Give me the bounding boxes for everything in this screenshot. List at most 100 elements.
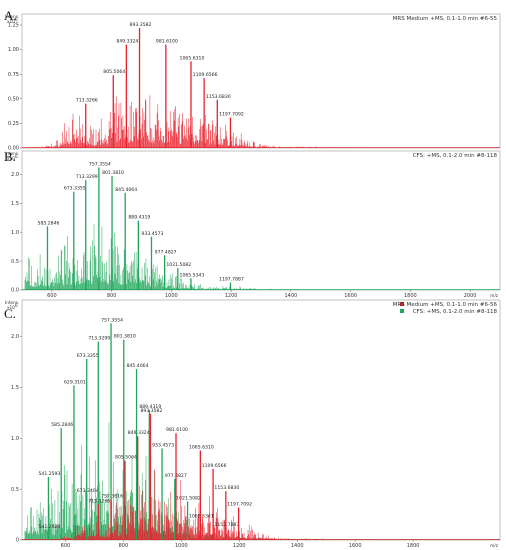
peak-label: 1197.7092 (219, 111, 244, 117)
peak-label: 1109.6566 (202, 463, 227, 469)
peak-label: 801.3810 (114, 334, 136, 340)
y-unit-multiplier: x10 (7, 19, 15, 24)
peak-label: 1065.5341 (189, 514, 214, 520)
x-tick-label: 1200 (233, 543, 246, 549)
legend-swatch (400, 309, 404, 313)
y-unit-label: Intens. (5, 151, 19, 156)
peak-label: 801.3810 (102, 170, 124, 176)
x-tick-label: 1000 (175, 543, 188, 549)
y-unit-multiplier: x10 (7, 156, 15, 161)
peak-label: 757.3554 (89, 161, 111, 167)
x-tick-label: 1400 (291, 543, 304, 549)
y-tick-label: 1.5 (11, 201, 19, 207)
y-tick-label: 2.0 (11, 172, 19, 178)
legend-label: CFS: +MS, 0.1-2.0 min #8-118 (413, 153, 498, 159)
legend-swatch (400, 302, 404, 306)
x-tick-label: 1400 (285, 293, 298, 299)
peak-label: 849.3324 (128, 430, 150, 436)
y-tick-label: 1.0 (11, 230, 19, 236)
peak-label: 981.6100 (156, 39, 178, 45)
peak-label: 757.3616 (101, 493, 123, 499)
peak-label: 933.4573 (152, 442, 174, 448)
peak-label: 889.4319 (128, 215, 150, 221)
x-tick-label: 1600 (344, 293, 357, 299)
legend-label: CFS: +MS, 0.1-2.0 min #8-118 (413, 309, 498, 315)
x-tick-label: 800 (119, 543, 129, 549)
peak-label: 1153.6830 (214, 485, 239, 491)
y-unit-multiplier: x10 (7, 305, 15, 310)
panel-label: B. (4, 149, 16, 164)
y-tick-label: 0 (16, 538, 19, 544)
legend-label: MRS Medium +MS, 0.1-1.0 min #6-55 (393, 16, 498, 22)
y-tick-label: 1.25 (8, 23, 19, 29)
peak-label: 713.3266 (88, 498, 110, 504)
y-tick-label: 2.0 (11, 334, 19, 340)
panel-label: A. (4, 8, 17, 23)
peak-label: 845.4064 (127, 363, 149, 369)
y-tick-label: 0.0 (11, 288, 19, 294)
peak-label: 893.3582 (130, 22, 152, 28)
y-unit-exponent: 6 (15, 303, 18, 308)
x-tick-label: 600 (47, 293, 57, 299)
peak-label: 893.3582 (140, 408, 162, 414)
peak-label: 1197.7887 (219, 276, 244, 282)
x-tick-label: 1200 (225, 293, 238, 299)
plot-frame (21, 13, 501, 149)
y-unit-label: Intens. (5, 300, 19, 305)
y-unit-label: Intens. (5, 14, 19, 19)
spectrum-noise (22, 422, 500, 540)
y-tick-label: 0.75 (8, 72, 19, 78)
x-tick-label: 600 (61, 543, 71, 549)
peak-label: 1109.6566 (193, 72, 218, 78)
y-tick-label: 0.50 (8, 96, 19, 102)
peak-label: 1065.5343 (180, 272, 205, 278)
peak-label: 1197.7092 (227, 501, 252, 507)
peak-label: 673.3404 (77, 488, 99, 494)
peak-label: 849.3324 (116, 39, 138, 45)
y-unit-exponent: 6 (15, 17, 18, 22)
peak-label: 713.3299 (88, 336, 110, 342)
x-tick-label: 800 (107, 293, 117, 299)
peak-label: 713.3266 (76, 98, 98, 104)
y-tick-label: 0.25 (8, 121, 19, 127)
spectrum-noise (22, 223, 500, 290)
y-tick-label: 0.5 (11, 487, 19, 493)
peak-label: 977.4827 (155, 249, 177, 255)
peak-label: 1065.6310 (180, 55, 205, 61)
peak-label: 1153.6830 (206, 94, 231, 100)
peak-label: 757.3554 (101, 317, 123, 323)
peak-label: 541.2620 (38, 524, 60, 530)
peak-label: 1065.6310 (189, 444, 214, 450)
peak-label: 845.4064 (115, 187, 137, 193)
x-tick-label: 2000 (464, 293, 477, 299)
x-tick-label: 1800 (404, 293, 417, 299)
spectrum-noise (22, 95, 500, 148)
peak-label: 673.3355 (77, 353, 99, 359)
plot-frame (21, 150, 501, 291)
peak-label: 1153.7887 (214, 522, 239, 528)
panel-label: C. (4, 306, 16, 321)
y-tick-label: 0.5 (11, 259, 19, 265)
y-tick-label: 1.00 (8, 47, 19, 53)
y-unit-exponent: 6 (15, 154, 18, 159)
panel-a: A.Intens.x10 6 0.00 0.25 0.50 0.75 1.00 1.25 713… (4, 8, 501, 152)
panel-c: C.Intens.x10 6 0 0.5 1.0 1.5 2.0 600 800 1000 1200… (4, 299, 501, 549)
peak-label: 629.3101 (64, 379, 86, 385)
peak-label: 805.5064 (103, 69, 125, 75)
y-tick-label: 1.5 (11, 385, 19, 391)
peak-label: 1021.5082 (166, 262, 191, 268)
peak-label: 541.2593 (38, 471, 60, 477)
peak-label: 889.4319 (139, 404, 161, 410)
peak-label: 585.2846 (51, 422, 73, 428)
peak-label: 1021.5082 (176, 495, 201, 501)
x-tick-label: 1000 (165, 293, 178, 299)
peak-label: 713.3299 (76, 174, 98, 180)
peak-label: 673.3355 (64, 186, 86, 192)
peak-label: 981.6100 (166, 427, 188, 433)
legend-label: MRS Medium +MS, 0.1-1.0 min #6-56 (393, 302, 498, 308)
x-unit-label: m/z (490, 293, 498, 298)
x-unit-label: m/z (490, 543, 498, 548)
peak-label: 585.2846 (38, 220, 60, 226)
panel-b: B.Intens.x10 6 0.0 0.5 1.0 1.5 2.0 600 800 1000 12… (4, 149, 501, 299)
